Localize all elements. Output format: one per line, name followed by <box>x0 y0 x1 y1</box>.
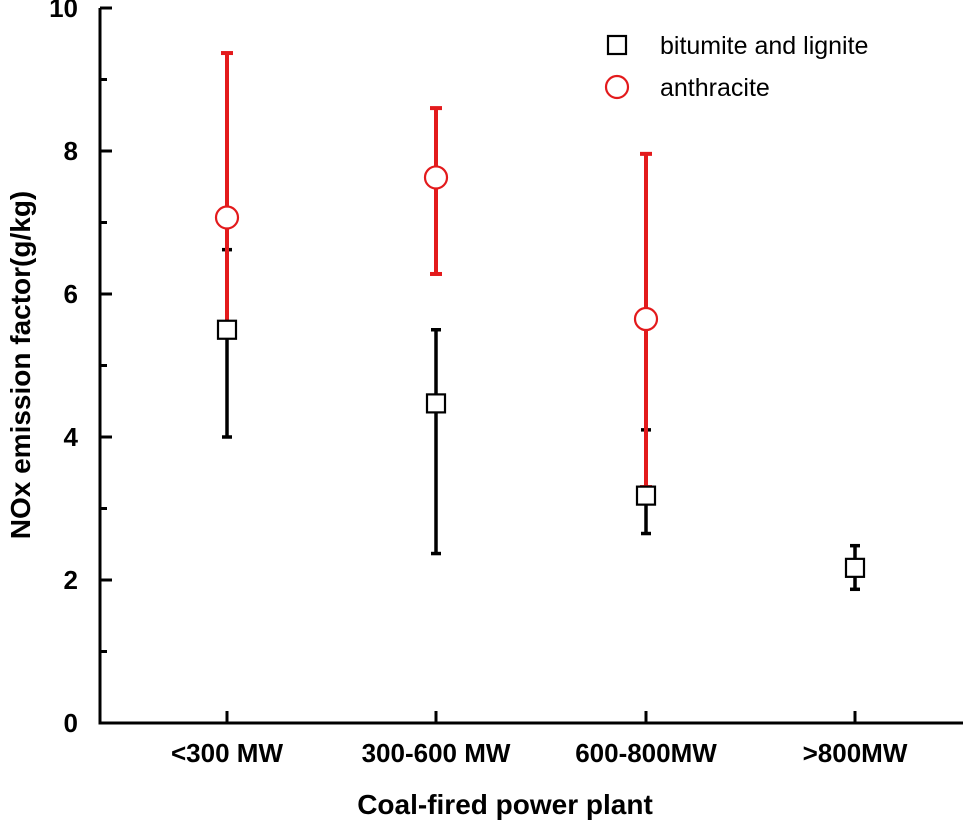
anthracite-error-bar <box>430 106 442 276</box>
y-tick-label: 10 <box>49 0 78 23</box>
x-axis-title: Coal-fired power plant <box>357 789 653 820</box>
legend-marker-bitumite <box>606 34 628 56</box>
anthracite-error-bar <box>221 51 233 332</box>
bitumite-error-bar <box>431 328 441 556</box>
x-axis-ticks: <300 MW 300-600 MW 600-800MW >800MW <box>171 711 908 768</box>
legend-marker-anthracite <box>604 74 630 100</box>
x-tick-label: 600-800MW <box>575 738 717 768</box>
bitumite-point <box>635 485 657 506</box>
y-tick-label: 2 <box>64 565 78 595</box>
anthracite-point <box>633 306 659 332</box>
y-axis-title: NOx emission factor(g/kg) <box>5 191 36 540</box>
data-markers <box>214 165 866 578</box>
anthracite-point <box>214 205 240 230</box>
x-tick-label: 300-600 MW <box>362 738 511 768</box>
legend-label: bitumite and lignite <box>660 32 868 60</box>
y-tick-label: 6 <box>64 279 78 309</box>
x-tick-label: >800MW <box>803 738 908 768</box>
bitumite-point <box>425 393 447 414</box>
y-tick-label: 0 <box>64 708 78 738</box>
x-tick-label: <300 MW <box>171 738 283 768</box>
bitumite-point <box>844 557 866 578</box>
bitumite-point <box>216 319 238 340</box>
error-bars <box>221 51 860 592</box>
legend-label: anthracite <box>660 74 770 102</box>
y-tick-label: 4 <box>64 422 79 452</box>
legend: bitumite and lignite anthracite <box>604 32 868 102</box>
y-axis-ticks: 0 2 4 6 8 10 <box>49 0 112 738</box>
anthracite-point <box>423 165 449 190</box>
y-tick-label: 8 <box>64 136 78 166</box>
